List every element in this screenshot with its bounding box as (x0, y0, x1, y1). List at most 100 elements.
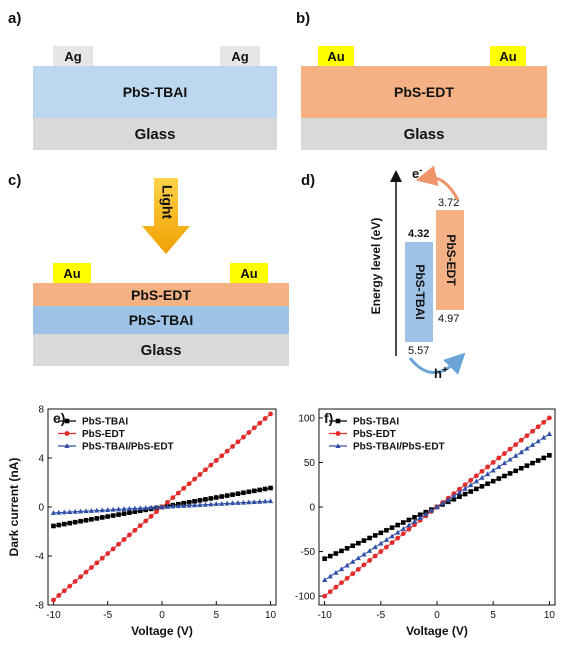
data-point (501, 460, 508, 466)
data-point (428, 507, 434, 513)
data-point (110, 506, 116, 512)
data-point (361, 551, 367, 557)
data-point (56, 593, 62, 598)
data-point (197, 498, 203, 503)
data-point (484, 471, 491, 477)
panel-b-label: b) (296, 10, 311, 27)
data-point (327, 589, 333, 595)
series-triangle (322, 431, 552, 583)
data-point (344, 546, 350, 551)
data-point (224, 493, 230, 498)
data-point (547, 453, 552, 458)
data-point (457, 486, 462, 492)
data-point (384, 527, 389, 533)
y-tick-label: 100 (298, 413, 315, 424)
data-point (203, 497, 208, 502)
data-point (89, 517, 94, 522)
data-point (440, 500, 446, 506)
data-point (99, 515, 105, 520)
data-point (202, 501, 209, 507)
data-point (224, 448, 230, 454)
data-point (83, 517, 89, 523)
panel-a-label: a) (8, 10, 22, 27)
y-tick-label: 8 (38, 405, 44, 416)
y-tick-label: -50 (301, 547, 316, 558)
data-point (51, 523, 56, 529)
data-point (395, 529, 401, 535)
data-point (127, 532, 132, 538)
data-point (529, 442, 536, 447)
data-point (229, 500, 236, 506)
data-point (132, 505, 138, 511)
panel-c-label: c) (8, 172, 22, 189)
data-point (56, 522, 62, 528)
data-point (530, 428, 535, 434)
y-tick-label: 0 (38, 503, 44, 514)
data-point (181, 485, 187, 491)
data-point (61, 588, 67, 594)
y-tick-label: -8 (35, 601, 44, 612)
data-point (192, 499, 197, 504)
data-point (224, 500, 230, 506)
data-point (423, 511, 429, 517)
data-point (412, 515, 417, 520)
data-point (72, 508, 78, 514)
svg-text:h+: h+ (434, 365, 448, 381)
data-point (164, 503, 171, 509)
data-point (322, 556, 327, 561)
data-point (355, 555, 361, 561)
data-point (116, 541, 121, 547)
data-point (507, 456, 513, 462)
data-point (208, 496, 214, 501)
data-point (479, 468, 485, 474)
data-point (535, 438, 541, 444)
data-point (268, 411, 273, 417)
data-point (546, 431, 552, 436)
ag-electrode-left: Ag (53, 46, 93, 66)
legend-marker (64, 418, 70, 424)
data-point (524, 433, 530, 439)
y-tick-label: 0 (309, 503, 315, 514)
data-point (350, 558, 356, 564)
data-point (339, 580, 344, 586)
data-point (148, 513, 154, 519)
panel-label: e) (53, 410, 65, 426)
data-point (262, 498, 268, 504)
data-point (322, 577, 328, 583)
data-point (518, 449, 524, 455)
data-point (479, 484, 485, 489)
y-tick-label: 4 (38, 454, 44, 465)
data-point (473, 473, 479, 479)
data-point (389, 525, 395, 530)
data-point (474, 486, 479, 492)
data-point (372, 533, 378, 538)
pbs-tbai-layer: PbS-TBAI (33, 66, 277, 118)
pbs-tbai-layer: PbS-TBAI (33, 306, 289, 334)
electron-label: e (412, 166, 419, 181)
data-point (240, 499, 247, 505)
data-point (473, 478, 479, 484)
data-point (89, 565, 94, 570)
data-point (485, 464, 490, 470)
data-point (78, 574, 83, 580)
data-point (208, 501, 214, 507)
glass-substrate: Glass (33, 334, 289, 366)
data-point (535, 458, 541, 463)
data-point (257, 498, 263, 504)
data-point (507, 471, 513, 476)
au-electrode-left: Au (53, 263, 91, 283)
data-point (181, 503, 187, 508)
legend-marker (335, 443, 341, 448)
data-point (518, 465, 524, 471)
data-point (451, 493, 457, 499)
data-point (468, 489, 474, 494)
data-point (143, 518, 149, 524)
data-point (541, 434, 547, 440)
data-point (257, 487, 263, 493)
data-point (496, 476, 502, 481)
data-point (208, 462, 214, 468)
data-point (83, 508, 89, 514)
pbs-edt-layer: PbS-EDT (301, 66, 547, 118)
data-point (213, 495, 219, 500)
